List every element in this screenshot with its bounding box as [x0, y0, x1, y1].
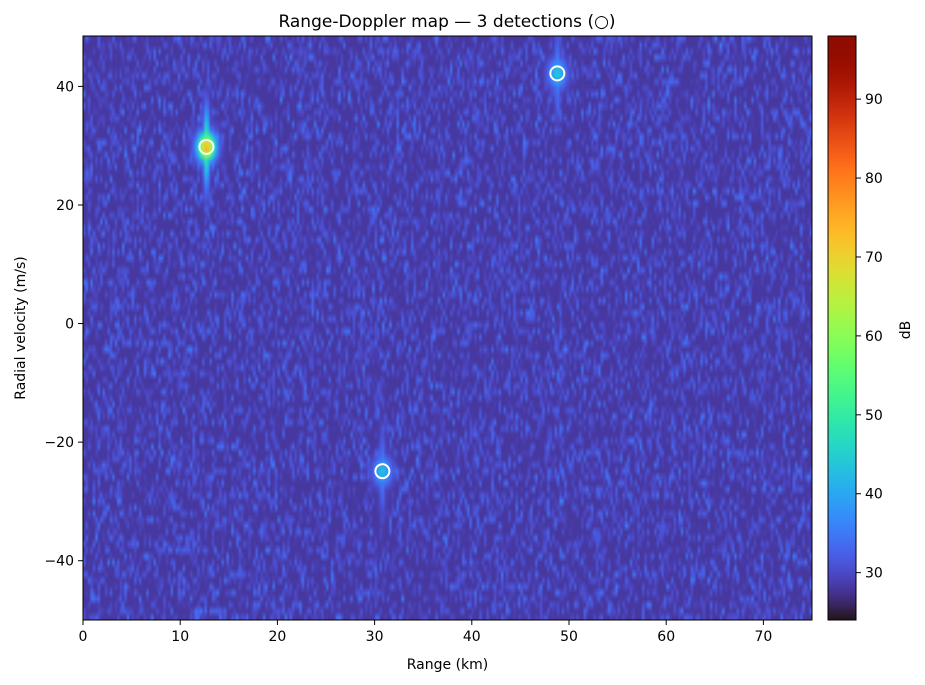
detection-marker-3	[374, 463, 391, 480]
x-tick-label: 30	[366, 629, 384, 645]
y-tick-label: −40	[44, 554, 74, 570]
colorbar-gradient	[828, 36, 856, 620]
colorbar: 30 40 50 60 70 80 90 dB	[827, 35, 914, 621]
detection-markers	[198, 65, 566, 480]
colorbar-label: dB	[898, 321, 914, 340]
colorbar-tick-label: 50	[865, 408, 883, 424]
plot-frame	[82, 35, 813, 621]
x-tick-label: 10	[171, 629, 189, 645]
y-tick-label: 40	[56, 79, 74, 95]
x-axis-label: Range (km)	[407, 657, 489, 673]
colorbar-frame	[827, 35, 857, 621]
x-tick-label: 50	[560, 629, 578, 645]
colorbar-tick-label: 70	[865, 250, 883, 266]
colorbar-tick-label: 90	[865, 92, 883, 108]
chart-title: Range-Doppler map — 3 detections (○)	[278, 12, 615, 32]
detection-marker-2	[549, 65, 566, 82]
plot-area	[82, 35, 813, 621]
colorbar-ticks: 30 40 50 60 70 80 90	[856, 92, 883, 582]
x-tick-label: 20	[268, 629, 286, 645]
colorbar-tick-label: 40	[865, 487, 883, 503]
y-tick-label: 20	[56, 198, 74, 214]
colorbar-tick-label: 60	[865, 329, 883, 345]
detection-marker-1	[198, 138, 215, 155]
x-tick-label: 40	[463, 629, 481, 645]
x-tick-label: 0	[79, 629, 88, 645]
colorbar-tick-label: 30	[865, 566, 883, 582]
heatmap-image	[83, 36, 812, 620]
y-tick-label: 0	[65, 317, 74, 333]
x-tick-label: 60	[657, 629, 675, 645]
x-axis: 0 10 20 30 40 50 60 70	[79, 620, 772, 645]
x-tick-label: 70	[754, 629, 772, 645]
colorbar-tick-label: 80	[865, 171, 883, 187]
y-tick-label: −20	[44, 435, 74, 451]
y-axis: −40 −20 0 20 40	[44, 79, 83, 570]
y-axis-label: Radial velocity (m/s)	[13, 256, 29, 399]
